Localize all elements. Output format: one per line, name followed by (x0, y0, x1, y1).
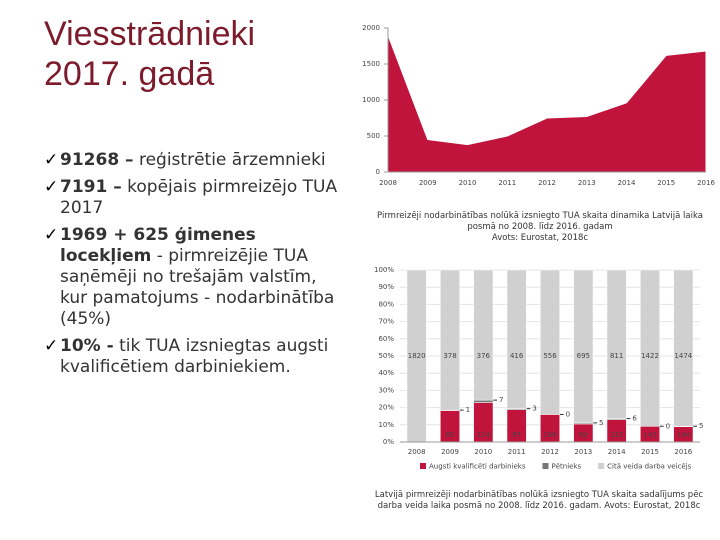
data-label: 1474 (674, 352, 692, 360)
x-tick-label: 2011 (498, 179, 516, 187)
bullet-text: reģistrētie ārzemnieki (133, 150, 326, 170)
bullet-list: 91268 – reģistrētie ārzemnieki 7191 – kop… (44, 150, 344, 384)
y-tick-label: 100% (374, 266, 394, 274)
caption-text: Pirmreizēji nodarbinātības nolūkā izsnie… (377, 211, 703, 232)
bar-segment (640, 269, 660, 427)
data-label: 378 (443, 352, 456, 360)
data-label: 106 (543, 431, 557, 439)
data-label: 1422 (641, 352, 659, 360)
legend-swatch (420, 463, 426, 469)
data-label: 1 (466, 406, 470, 414)
bar-segment (573, 269, 594, 424)
y-tick-label: 50% (378, 352, 394, 360)
data-label: 143 (643, 431, 656, 439)
data-label: 376 (477, 352, 491, 360)
data-label: 0 (666, 422, 670, 430)
data-label: 114 (477, 431, 491, 439)
bullet: 1969 + 625 ģimenes locekļiem - pirmreizē… (44, 225, 344, 330)
y-tick-label: 0% (383, 438, 394, 446)
data-label: 144 (677, 431, 691, 439)
bar-segment (606, 269, 627, 419)
data-label: 5 (699, 422, 703, 430)
data-label: 82 (579, 431, 588, 439)
legend-label: Augsti kvalificēti darbinieks (429, 463, 526, 471)
y-tick-label: 70% (378, 318, 394, 326)
bullet-bold: 10% - (60, 336, 114, 356)
bullet: 91268 – reģistrētie ārzemnieki (44, 150, 344, 171)
x-tick-label: 2008 (408, 448, 426, 456)
legend-swatch (542, 463, 549, 469)
bar-segment (440, 269, 460, 411)
bar-segment (473, 269, 494, 401)
data-label: 5 (599, 419, 603, 427)
x-tick-label: 2013 (574, 448, 592, 456)
x-tick-label: 2008 (379, 179, 397, 187)
y-tick-label: 90% (378, 283, 394, 291)
bullet-text: kopējais pirmreizējo TUA 2017 (60, 177, 338, 218)
y-tick-label: 2000 (362, 24, 380, 32)
data-label: 556 (543, 352, 557, 360)
y-tick-label: 0 (376, 168, 380, 176)
y-tick-label: 30% (378, 386, 394, 394)
bar-segment (673, 269, 694, 427)
y-tick-label: 10% (378, 421, 394, 429)
y-tick-label: 60% (378, 335, 394, 343)
x-tick-label: 2013 (578, 179, 596, 187)
legend-label: Citā veida darba veicējs (607, 463, 692, 471)
data-label: 1820 (408, 352, 426, 360)
x-tick-label: 2016 (674, 448, 692, 456)
data-label: 416 (510, 352, 524, 360)
x-tick-label: 2015 (641, 448, 659, 456)
x-tick-label: 2016 (697, 179, 715, 187)
y-tick-label: 20% (378, 404, 394, 412)
caption-source: Avots: Eurostat, 2018c (491, 233, 589, 243)
legend-swatch (598, 463, 605, 469)
data-label: 695 (577, 352, 590, 360)
y-tick-label: 40% (378, 369, 394, 377)
data-label: 811 (610, 352, 623, 360)
bullet: 7191 – kopējais pirmreizējo TUA 2017 (44, 177, 344, 219)
data-label: 97 (512, 431, 521, 439)
bar-segment (506, 269, 527, 409)
slide-title: Viesstrādnieki 2017. gadā (44, 15, 256, 93)
bullet-bold: 91268 – (60, 150, 134, 170)
bullet-text: - pirmreizējie TUA saņēmēji no trešajām … (60, 246, 335, 329)
bullet: 10% - tik TUA izsniegtas augsti kvalific… (44, 336, 344, 378)
caption: Latvijā pirmreizēji nodarbinātības nolūk… (368, 490, 710, 512)
x-tick-label: 2012 (538, 179, 556, 187)
y-tick-label: 1000 (362, 96, 380, 104)
x-tick-label: 2009 (419, 179, 437, 187)
y-tick-label: 500 (367, 132, 380, 140)
area (387, 35, 707, 173)
data-label: 7 (499, 396, 503, 404)
y-tick-label: 80% (378, 300, 394, 308)
caption: Pirmreizēji nodarbinātības nolūkā izsnie… (370, 211, 710, 244)
bar-segment (473, 399, 494, 403)
data-label: 85 (446, 431, 455, 439)
x-tick-label: 2015 (657, 179, 675, 187)
x-tick-label: 2010 (474, 448, 492, 456)
y-tick-label: 1500 (362, 60, 380, 68)
legend-label: Pētnieks (551, 463, 581, 471)
caption-text: Latvijā pirmreizēji nodarbinātības nolūk… (374, 490, 704, 511)
bullet-bold: 7191 – (60, 177, 122, 197)
data-label: 3 (532, 405, 536, 413)
x-tick-label: 2014 (618, 179, 636, 187)
bullet-bold: 1969 + 625 ģimenes locekļiem (60, 225, 256, 266)
x-tick-label: 2010 (459, 179, 477, 187)
bar-segment (540, 269, 560, 415)
x-tick-label: 2012 (541, 448, 559, 456)
x-tick-label: 2009 (441, 448, 459, 456)
x-tick-label: 2014 (608, 448, 626, 456)
data-label: 122 (610, 431, 623, 439)
x-tick-label: 2011 (508, 448, 526, 456)
data-label: 0 (566, 410, 570, 418)
bullet-text: tik TUA izsniegtas augsti kvalificētiem … (60, 336, 329, 377)
data-label: 6 (632, 415, 637, 423)
